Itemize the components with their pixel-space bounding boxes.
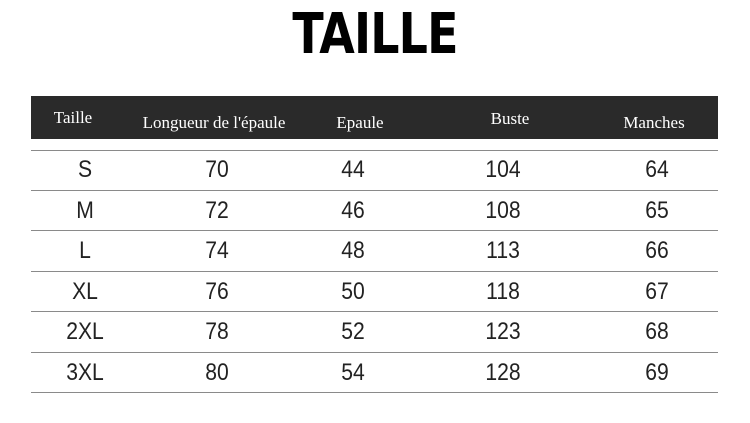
header-buste: Buste	[490, 109, 530, 128]
header-manches: Manches	[623, 113, 685, 132]
cell-taille: M	[76, 196, 94, 224]
cell-longueur-epaule: 72	[205, 196, 229, 224]
cell-longueur-epaule: 74	[205, 237, 229, 264]
cell-manches: 64	[645, 156, 669, 183]
cell-buste: 108	[485, 196, 521, 224]
cell-epaule: 46	[341, 196, 365, 224]
cell-epaule: 52	[341, 318, 365, 345]
cell-taille: S	[77, 156, 93, 183]
row-divider	[31, 352, 718, 353]
cell-taille: 2XL	[66, 318, 104, 345]
cell-epaule: 48	[341, 237, 365, 264]
header-epaule: Epaule	[336, 113, 384, 132]
row-divider	[31, 230, 718, 231]
cell-manches: 69	[645, 358, 669, 386]
row-divider	[31, 271, 718, 272]
header-longueur-epaule: Longueur de l'épaule	[142, 113, 286, 132]
cell-longueur-epaule: 70	[205, 156, 229, 183]
cell-buste: 104	[485, 156, 521, 183]
cell-epaule: 54	[341, 358, 365, 386]
cell-taille: L	[79, 237, 91, 264]
cell-taille: 3XL	[66, 358, 104, 386]
cell-buste: 128	[485, 358, 521, 386]
cell-taille: XL	[72, 277, 98, 305]
size-chart-title: TAILLE	[292, 2, 458, 67]
cell-manches: 67	[645, 277, 669, 305]
header-taille: Taille	[53, 108, 93, 127]
cell-buste: 123	[485, 318, 521, 345]
cell-manches: 65	[645, 196, 669, 224]
cell-epaule: 50	[341, 277, 365, 305]
cell-longueur-epaule: 76	[205, 277, 229, 305]
row-divider	[31, 311, 718, 312]
cell-buste: 118	[486, 277, 520, 305]
cell-manches: 66	[645, 237, 669, 264]
cell-manches: 68	[645, 318, 669, 345]
cell-buste: 113	[486, 237, 520, 264]
table-header-bar	[31, 96, 718, 139]
row-divider	[31, 190, 718, 191]
row-divider	[31, 150, 718, 151]
cell-longueur-epaule: 80	[205, 358, 229, 386]
cell-epaule: 44	[341, 156, 365, 183]
cell-longueur-epaule: 78	[205, 318, 229, 345]
row-divider	[31, 392, 718, 393]
